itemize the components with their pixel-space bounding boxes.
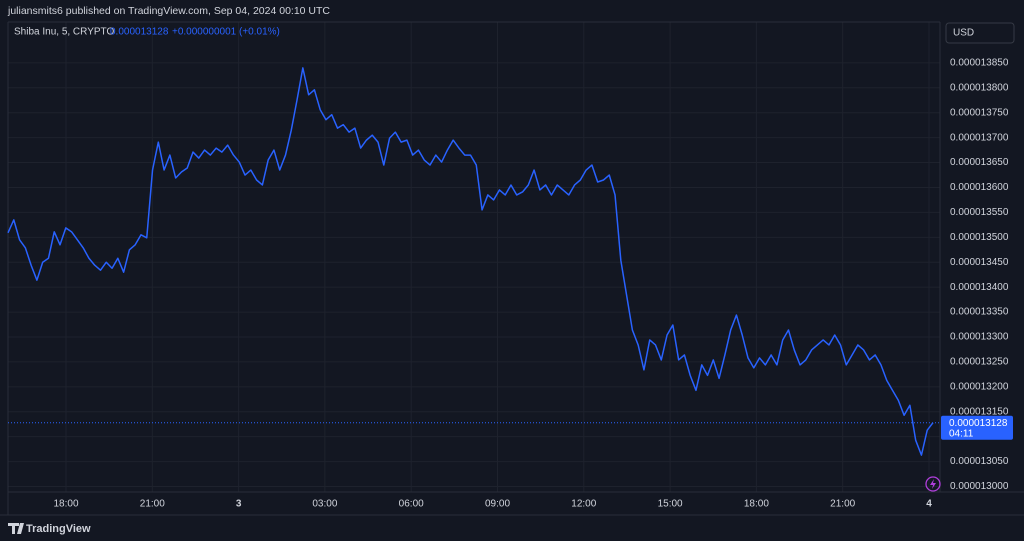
x-tick-label: 12:00 [571,499,596,510]
y-tick-label: 0.000013700 [950,132,1009,143]
symbol: Shiba Inu, 5, CRYPTO [14,27,114,38]
y-tick-label: 0.000013450 [950,257,1009,268]
y-tick-label: 0.000013350 [950,307,1009,318]
y-tick-label: 0.000013600 [950,182,1009,193]
x-tick-label: 06:00 [399,499,424,510]
x-tick-label: 3 [236,499,242,510]
y-tick-label: 0.000013750 [950,107,1009,118]
y-tick-label: 0.000013500 [950,232,1009,243]
last-price-label: 0.000013128 [949,418,1008,429]
y-tick-label: 0.000013650 [950,157,1009,168]
y-tick-label: 0.000013400 [950,282,1009,293]
lightning-icon[interactable] [925,476,941,492]
lightning-bolt [930,479,936,489]
y-tick-label: 0.000013800 [950,82,1009,93]
y-tick-label: 0.000013850 [950,58,1009,69]
y-tick-label: 0.000013250 [950,357,1009,368]
y-tick-label: 0.000013000 [950,481,1009,492]
y-tick-label: 0.000013050 [950,456,1009,467]
x-tick-label: 21:00 [140,499,165,510]
y-tick-label: 0.000013150 [950,406,1009,417]
x-tick-label: 21:00 [830,499,855,510]
brand-logo[interactable] [8,523,24,534]
y-tick-label: 0.000013550 [950,207,1009,218]
x-tick-label: 18:00 [744,499,769,510]
x-tick-label: 03:00 [312,499,337,510]
x-tick-label: 15:00 [658,499,683,510]
legend-change: +0.000000001 (+0.01%) [172,27,280,38]
header: juliansmits6 published on TradingView.co… [7,5,330,17]
y-tick-label: 0.000013200 [950,381,1009,392]
price-line [7,67,934,456]
legend-price: 0.000013128 [110,27,169,38]
last-price-tag [941,415,1013,440]
x-tick-label: 4 [926,499,932,510]
countdown: 04:11 [949,428,974,439]
currency-button[interactable] [945,22,1015,44]
currency[interactable]: USD [953,28,974,39]
y-tick-label: 0.000013300 [950,332,1009,343]
x-tick-label: 18:00 [53,499,78,510]
brand[interactable]: TradingView [26,523,91,535]
x-tick-label: 09:00 [485,499,510,510]
